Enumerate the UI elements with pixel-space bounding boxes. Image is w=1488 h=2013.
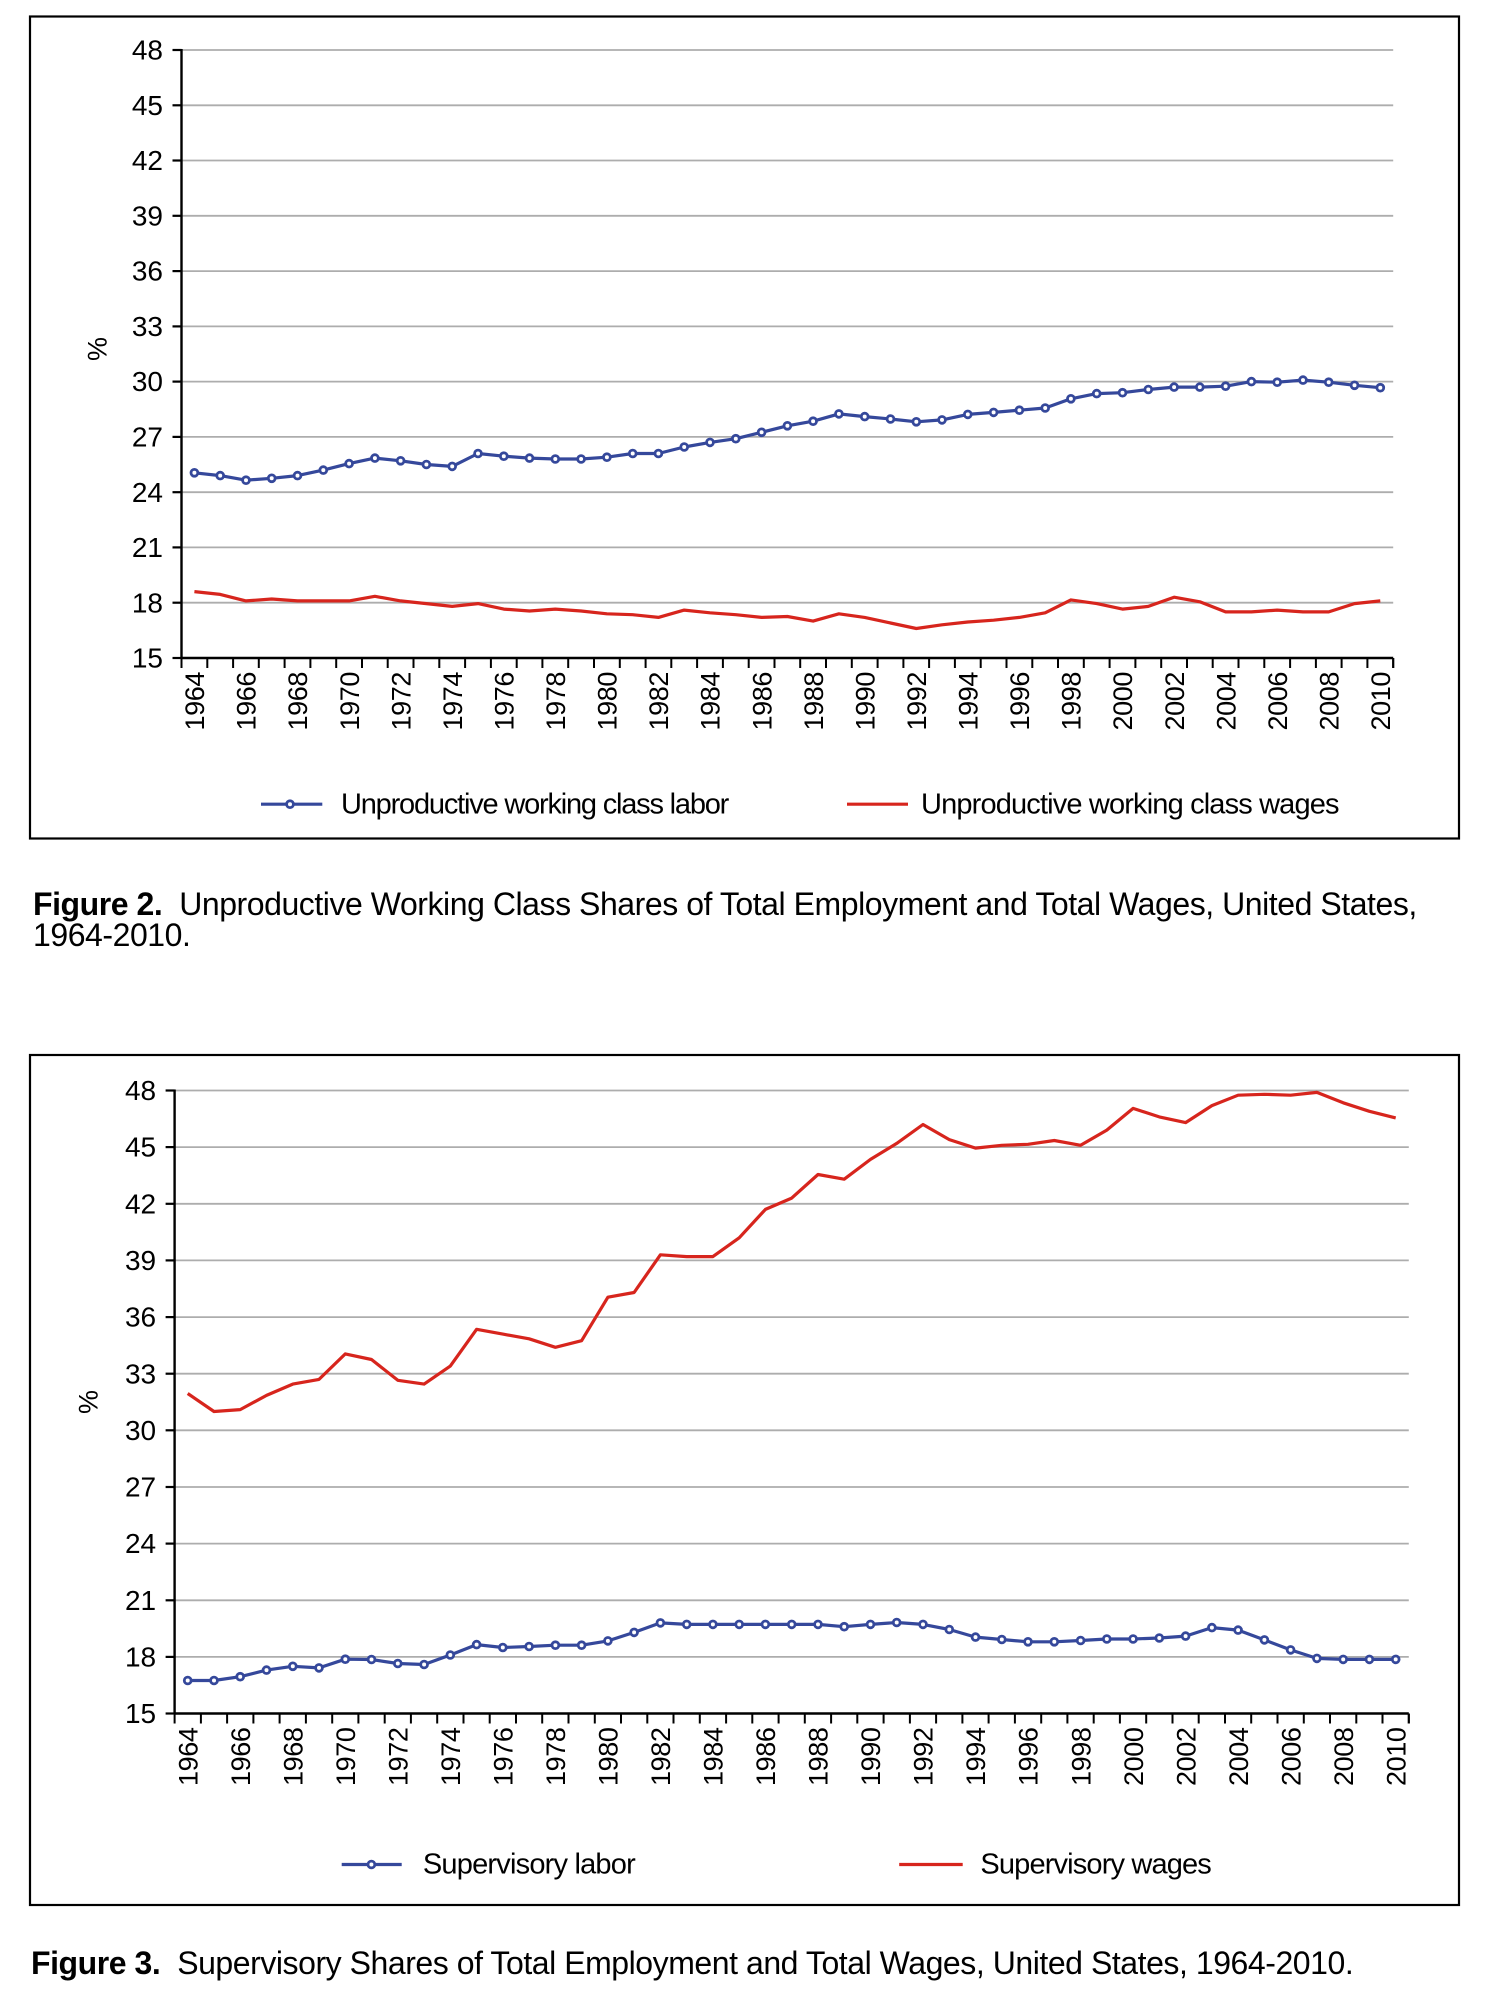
svg-text:27: 27 [132,422,163,453]
svg-text:1990: 1990 [856,1728,886,1786]
svg-text:1970: 1970 [331,1728,361,1786]
svg-text:2002: 2002 [1171,1728,1201,1786]
svg-text:1994: 1994 [954,672,984,731]
svg-text:30: 30 [125,1415,156,1446]
svg-text:1982: 1982 [644,672,674,730]
svg-text:1980: 1980 [593,672,623,730]
svg-text:33: 33 [125,1358,156,1389]
svg-text:39: 39 [125,1245,156,1276]
svg-text:45: 45 [132,90,163,121]
svg-text:1974: 1974 [436,1727,466,1786]
svg-text:15: 15 [132,643,163,674]
svg-text:42: 42 [132,145,163,176]
svg-text:1978: 1978 [541,672,571,730]
svg-text:1984: 1984 [696,672,726,731]
svg-text:1964: 1964 [180,672,210,731]
svg-text:Figure 3. Supervisory Shares: Figure 3. Supervisory Shares of Total Em… [31,1945,1353,1981]
svg-text:18: 18 [132,587,163,618]
svg-text:18: 18 [125,1642,156,1673]
svg-text:2002: 2002 [1160,672,1190,730]
svg-text:48: 48 [125,1075,156,1106]
svg-text:1980: 1980 [594,1728,624,1786]
svg-text:Figure 2. Unproductive Workin: Figure 2. Unproductive Working Class Sha… [33,886,1417,922]
svg-text:1994: 1994 [961,1727,991,1786]
svg-text:24: 24 [132,477,163,508]
svg-text:48: 48 [132,35,163,66]
svg-text:1996: 1996 [1005,672,1035,730]
svg-text:1986: 1986 [747,672,777,730]
svg-text:2008: 2008 [1314,672,1344,730]
svg-text:2008: 2008 [1329,1728,1359,1786]
svg-text:36: 36 [132,256,163,287]
svg-text:1988: 1988 [804,1728,834,1786]
svg-text:1976: 1976 [490,672,520,730]
svg-text:1976: 1976 [489,1728,519,1786]
svg-text:1984: 1984 [699,1727,729,1786]
svg-text:%: % [74,1390,104,1414]
svg-text:2006: 2006 [1276,1728,1306,1786]
svg-text:1972: 1972 [386,672,416,730]
svg-text:1992: 1992 [902,672,932,730]
svg-text:Supervisory wages: Supervisory wages [980,1849,1211,1881]
svg-text:1964: 1964 [173,1727,203,1786]
svg-text:2006: 2006 [1263,672,1293,730]
svg-text:36: 36 [125,1302,156,1333]
svg-text:24: 24 [125,1528,156,1559]
svg-text:45: 45 [125,1132,156,1163]
svg-text:1988: 1988 [799,672,829,730]
svg-text:Supervisory labor: Supervisory labor [423,1849,636,1881]
svg-text:1968: 1968 [279,1728,309,1786]
svg-text:2010: 2010 [1366,672,1396,730]
svg-text:1964-2010.: 1964-2010. [33,917,190,953]
svg-text:42: 42 [125,1188,156,1219]
svg-text:21: 21 [132,532,163,563]
svg-text:27: 27 [125,1472,156,1503]
svg-text:1982: 1982 [646,1728,676,1786]
svg-text:1978: 1978 [541,1728,571,1786]
svg-text:1970: 1970 [335,672,365,730]
svg-text:2004: 2004 [1211,672,1241,731]
svg-text:21: 21 [125,1585,156,1616]
svg-text:30: 30 [132,366,163,397]
svg-text:Unproductive working class lab: Unproductive working class labor [341,789,730,821]
svg-text:15: 15 [125,1698,156,1729]
svg-text:1998: 1998 [1057,672,1087,730]
svg-text:2004: 2004 [1224,1727,1254,1786]
svg-text:1972: 1972 [384,1728,414,1786]
svg-text:1998: 1998 [1066,1728,1096,1786]
svg-text:2000: 2000 [1119,1728,1149,1786]
svg-text:33: 33 [132,311,163,342]
svg-text:1966: 1966 [226,1728,256,1786]
svg-text:1990: 1990 [850,672,880,730]
svg-text:1974: 1974 [438,672,468,731]
svg-text:%: % [83,337,113,361]
svg-text:1996: 1996 [1014,1728,1044,1786]
svg-text:1986: 1986 [751,1728,781,1786]
svg-text:2000: 2000 [1108,672,1138,730]
svg-text:1966: 1966 [232,672,262,730]
svg-text:Unproductive working class wag: Unproductive working class wages [921,789,1339,821]
svg-text:1968: 1968 [283,672,313,730]
svg-text:1992: 1992 [909,1728,939,1786]
svg-text:39: 39 [132,200,163,231]
svg-text:2010: 2010 [1381,1728,1411,1786]
